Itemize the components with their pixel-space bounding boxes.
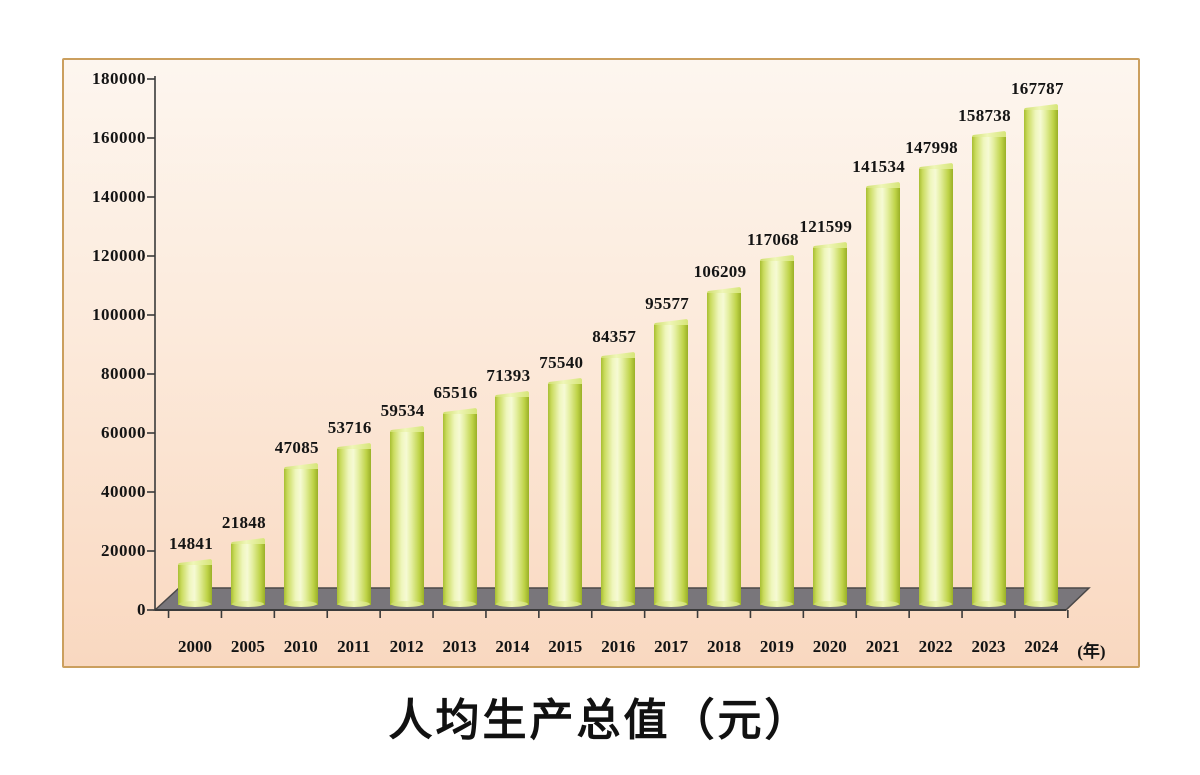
bar-foot [231, 600, 264, 607]
bar-body [283, 469, 318, 605]
x-axis-label: 2021 [865, 637, 900, 656]
x-axis-label: 2010 [283, 637, 318, 656]
bar-body [918, 169, 953, 605]
bar-2016 [601, 352, 636, 607]
bar-foot [866, 600, 899, 607]
bar-foot [919, 600, 952, 607]
x-axis-label: 2012 [389, 637, 424, 656]
bar-foot [1025, 600, 1058, 607]
bar-2017 [654, 318, 689, 607]
x-axis-label: 2005 [230, 637, 265, 656]
bar-2014 [495, 390, 530, 607]
bar-body [601, 358, 636, 605]
bar-foot [549, 600, 582, 607]
bar-value-label: 121599 [799, 216, 853, 236]
y-axis-label: 160000 [92, 128, 146, 147]
x-axis-label: 2022 [918, 637, 953, 656]
bar-value-label: 65516 [433, 383, 478, 403]
bar-body [336, 449, 371, 605]
bar-value-label: 141534 [852, 157, 906, 177]
x-axis-label: 2018 [707, 637, 741, 656]
bar-foot [284, 600, 317, 607]
bar-foot [443, 600, 476, 607]
bar-2021 [865, 182, 900, 607]
chart-title: 人均生产总值（元） [388, 696, 812, 745]
x-axis-label: 2000 [178, 637, 212, 656]
bar-body [548, 384, 583, 605]
bar-2005 [230, 537, 265, 607]
bar-foot [179, 600, 211, 607]
bar-value-label: 71393 [486, 365, 531, 385]
bar-value-label: 47085 [274, 438, 319, 458]
bar-body [812, 247, 847, 605]
bar-body [971, 137, 1006, 605]
x-axis-label: 2014 [495, 637, 530, 656]
bar-value-label: 158738 [958, 106, 1011, 126]
bar-foot [813, 600, 846, 607]
bar-foot [337, 600, 370, 607]
bar-value-label: 167787 [1010, 79, 1064, 99]
x-axis-label: 2023 [971, 637, 1006, 656]
x-axis-unit-label: (年) [1077, 642, 1106, 661]
y-axis-label: 60000 [101, 423, 146, 442]
bar-value-label: 117068 [746, 230, 799, 250]
y-axis-label: 180000 [92, 69, 146, 88]
bar-foot [760, 600, 793, 607]
bar-2019 [759, 254, 794, 607]
bar-value-label: 84357 [592, 327, 637, 347]
bar-body [495, 396, 530, 605]
y-axis-label: 140000 [92, 187, 146, 206]
bar-value-label: 14841 [169, 533, 213, 553]
x-axis-label: 2024 [1024, 637, 1059, 656]
y-axis-label: 80000 [101, 364, 146, 383]
bar-value-label: 21848 [221, 513, 266, 533]
bar-value-label: 147998 [905, 138, 958, 158]
bar-body [1024, 110, 1059, 605]
bar-2000 [178, 558, 212, 607]
bar-body [230, 544, 265, 605]
bar-2023 [971, 131, 1006, 607]
bar-2012 [389, 425, 424, 607]
bar-2011 [336, 443, 371, 607]
bar-value-label: 59534 [380, 401, 425, 421]
y-axis-label: 120000 [92, 246, 146, 265]
bar-2024 [1024, 104, 1059, 607]
bar-foot [390, 600, 423, 607]
bar-body [759, 261, 794, 605]
bar-2013 [442, 408, 477, 607]
bar-body [389, 432, 424, 605]
bar-value-label: 53716 [327, 418, 372, 438]
bar-value-label: 75540 [539, 353, 584, 373]
bar-foot [972, 600, 1005, 607]
x-axis-label: 2020 [812, 637, 847, 656]
y-axis-label: 0 [137, 600, 146, 619]
bar-2018 [707, 287, 741, 607]
bar-body [865, 188, 900, 605]
x-axis-label: 2011 [337, 637, 371, 656]
y-axis-label: 100000 [92, 305, 146, 324]
bar-foot [655, 600, 688, 607]
bar-foot [708, 600, 740, 607]
bar-foot [496, 600, 529, 607]
x-axis-label: 2017 [654, 637, 689, 656]
bar-2022 [918, 163, 953, 607]
y-axis-label: 40000 [101, 482, 146, 501]
bar-2020 [812, 241, 847, 607]
bar-body [707, 293, 741, 605]
chart-panel: 0 20000 40000 60000 80000 100000 120000 140000 1… [62, 58, 1140, 668]
bar-2015 [548, 378, 583, 607]
bar-body [178, 564, 212, 605]
x-axis-label: 2019 [759, 637, 794, 656]
bar-value-label: 106209 [693, 262, 747, 282]
bar-foot [602, 600, 635, 607]
x-axis-label: 2013 [442, 637, 477, 656]
x-axis-label: 2016 [601, 637, 636, 656]
bar-body [442, 414, 477, 605]
bar-body [654, 324, 689, 605]
bar-value-label: 95577 [645, 293, 690, 313]
bar-2010 [283, 462, 318, 607]
y-axis-label: 20000 [101, 541, 146, 560]
x-axis-label: 2015 [548, 637, 583, 656]
